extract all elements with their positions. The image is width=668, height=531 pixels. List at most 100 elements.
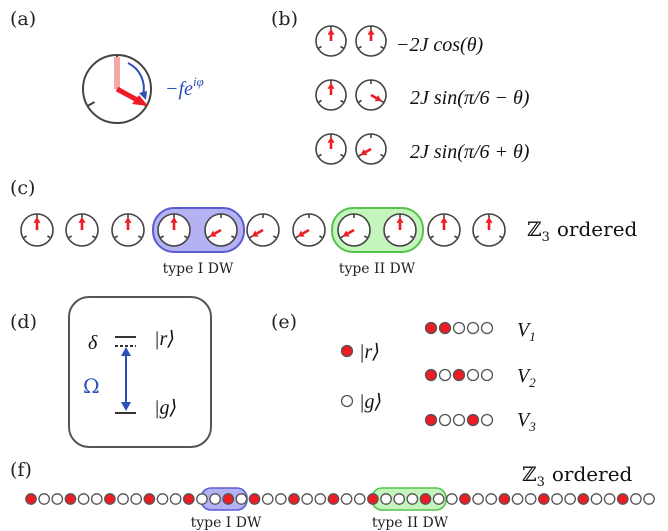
arrow-head bbox=[374, 95, 382, 102]
chain-atom-2 bbox=[38, 493, 51, 505]
chain-clock-2 bbox=[65, 213, 99, 247]
ket-r-e: |r⟩ bbox=[359, 341, 380, 363]
config-1-atom-2 bbox=[438, 321, 452, 335]
config-3-atom-1 bbox=[424, 413, 438, 427]
config-3-atom-3 bbox=[452, 413, 466, 427]
legend-g-dot bbox=[340, 394, 354, 408]
ket-g-e: |g⟩ bbox=[359, 391, 382, 413]
arrow-head bbox=[170, 216, 178, 223]
term-3: 2J sin(π/6 + θ) bbox=[410, 141, 530, 163]
arrow-head bbox=[396, 216, 404, 223]
level-box bbox=[68, 296, 212, 448]
config-3-atom-5 bbox=[480, 413, 494, 427]
chain-atom-13 bbox=[182, 493, 195, 505]
chain-atom-26 bbox=[353, 493, 366, 505]
chain-atom-5 bbox=[77, 493, 90, 505]
field-term: −feiφ bbox=[165, 74, 204, 100]
config-3-atom-2 bbox=[438, 413, 452, 427]
pair-2-left-clock bbox=[315, 79, 347, 111]
chain-clock-11 bbox=[472, 213, 506, 247]
chain-atom-21 bbox=[288, 493, 300, 505]
config-1-atom-5 bbox=[480, 321, 494, 335]
chain-clock-10 bbox=[427, 213, 461, 247]
big-clock bbox=[82, 54, 152, 124]
dw1-label-f: type I DW bbox=[191, 515, 262, 531]
chain-atom-47 bbox=[630, 493, 642, 505]
chain-atom-29 bbox=[393, 493, 406, 505]
panel-label-d: (d) bbox=[10, 311, 37, 333]
arrow-head bbox=[209, 230, 217, 237]
chain-atom-3 bbox=[51, 493, 64, 505]
arrow-head bbox=[124, 216, 132, 223]
config-1-atom-3 bbox=[452, 321, 466, 335]
arrow-head bbox=[297, 230, 305, 237]
ket-r-d: |r⟩ bbox=[154, 328, 175, 350]
atom-chain bbox=[25, 493, 655, 505]
chain-atom-14 bbox=[196, 493, 208, 505]
chain-atom-45 bbox=[603, 493, 616, 505]
panel-label-b: (b) bbox=[271, 8, 298, 30]
chain-atom-35 bbox=[472, 493, 484, 505]
chain-atom-43 bbox=[577, 493, 590, 505]
term-2: 2J sin(π/6 − θ) bbox=[410, 87, 530, 109]
arrow-head bbox=[251, 230, 259, 237]
chain-atom-19 bbox=[261, 493, 274, 505]
chain-atom-7 bbox=[104, 493, 116, 505]
chain-atom-4 bbox=[64, 493, 77, 505]
chain-atom-41 bbox=[551, 493, 563, 505]
chain-atom-15 bbox=[209, 493, 221, 505]
chain-atom-37 bbox=[498, 493, 511, 505]
config-2-atom-4 bbox=[466, 368, 480, 382]
chain-atom-22 bbox=[301, 493, 313, 505]
chain-atom-25 bbox=[340, 493, 353, 505]
chain-atom-8 bbox=[117, 493, 129, 505]
arrow-head bbox=[367, 28, 375, 35]
panel-label-f: (f) bbox=[10, 459, 32, 481]
panel-label-c: (c) bbox=[10, 177, 35, 199]
chain-atom-31 bbox=[419, 493, 432, 505]
red-arrowhead bbox=[132, 95, 148, 106]
pair-3-left-clock bbox=[315, 133, 347, 165]
omega-label: Ω bbox=[83, 374, 100, 398]
pair-3-right-clock bbox=[355, 133, 387, 165]
chain-atom-48 bbox=[643, 493, 655, 505]
chain-atom-46 bbox=[616, 493, 629, 505]
chain-atom-44 bbox=[590, 493, 603, 505]
chain-clock-3 bbox=[111, 213, 145, 247]
red-arrow bbox=[115, 86, 141, 104]
delta-label: δ bbox=[88, 332, 98, 354]
pair-1-right-clock bbox=[355, 25, 387, 57]
v1-label: V1 bbox=[517, 319, 536, 344]
config-2-atom-1 bbox=[424, 368, 438, 382]
panel-label-e: (e) bbox=[271, 311, 297, 333]
config-2-atom-2 bbox=[438, 368, 452, 382]
chain-atom-23 bbox=[314, 493, 327, 505]
ket-g-d: |g⟩ bbox=[154, 397, 177, 419]
chain-atom-34 bbox=[459, 493, 471, 505]
arrow-head bbox=[485, 216, 493, 223]
arrow-head bbox=[440, 216, 448, 223]
chain-atom-11 bbox=[156, 493, 169, 505]
chain-atom-38 bbox=[511, 493, 524, 505]
chain-atom-1 bbox=[25, 493, 37, 505]
arrow-head bbox=[327, 28, 335, 35]
config-2-atom-5 bbox=[480, 368, 494, 382]
dw2-label-f: type II DW bbox=[372, 515, 449, 531]
chain-atom-16 bbox=[222, 493, 235, 505]
config-2-atom-3 bbox=[452, 368, 466, 382]
arrow-head bbox=[360, 149, 368, 156]
chain-atom-20 bbox=[274, 493, 287, 505]
chain-clock-7 bbox=[292, 213, 326, 247]
term-1: −2J cos(θ) bbox=[396, 34, 484, 56]
arrow-head bbox=[327, 136, 335, 143]
rotation-arc bbox=[127, 62, 145, 96]
chain-atom-10 bbox=[143, 493, 156, 505]
config-1-atom-1 bbox=[424, 321, 438, 335]
chain-atom-32 bbox=[432, 493, 445, 505]
arrow-head bbox=[327, 82, 335, 89]
chain-atom-12 bbox=[169, 493, 182, 505]
arrow-head bbox=[342, 230, 350, 237]
legend-r-dot bbox=[340, 344, 354, 358]
